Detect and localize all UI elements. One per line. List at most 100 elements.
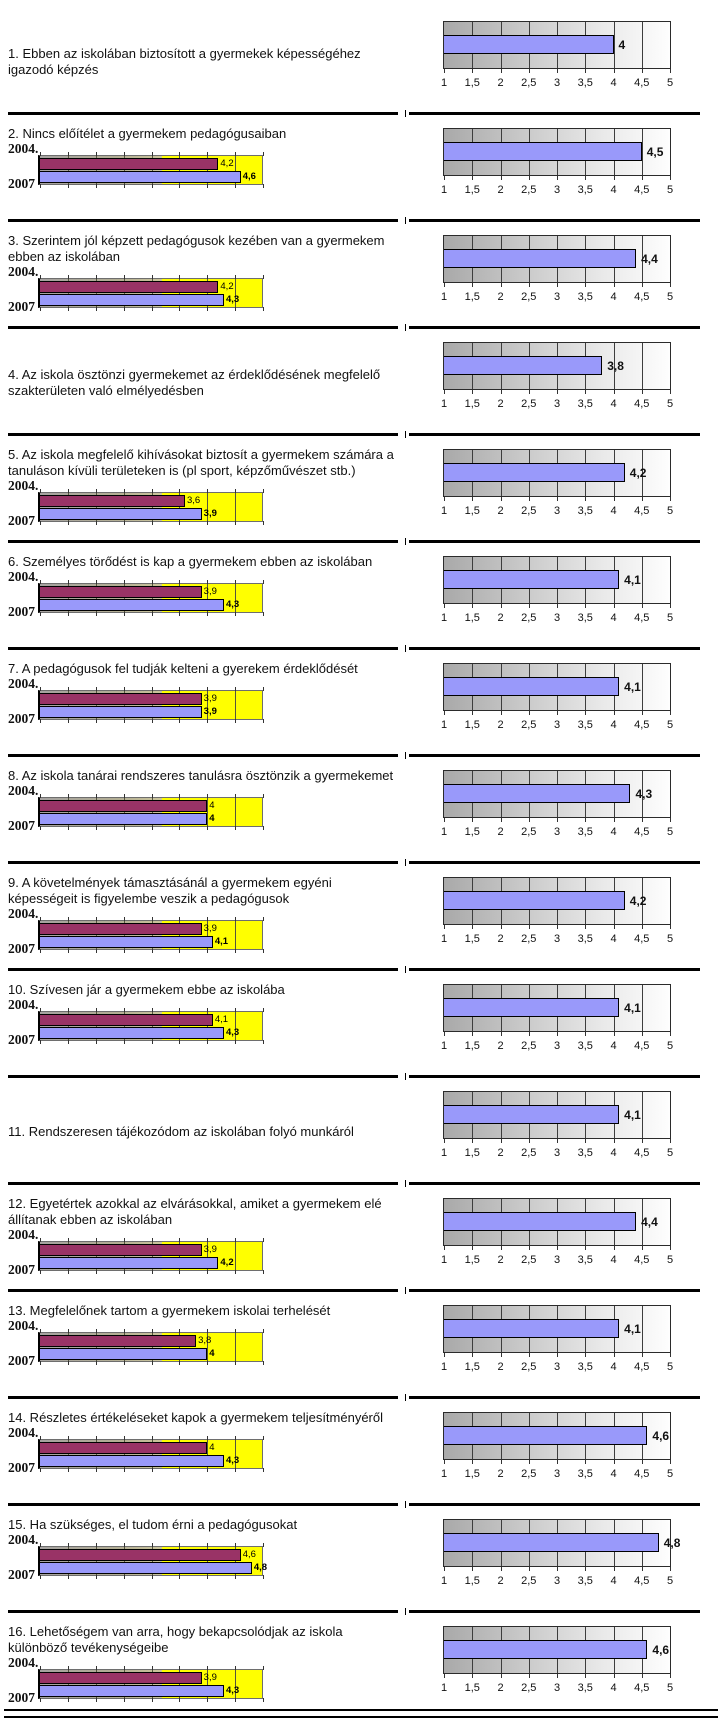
axis-labels: 1 1,5 2 2,5 3 3,5 4 4,5 5 [441, 1468, 683, 1481]
axis-tick [179, 307, 181, 311]
divider-tick [405, 217, 406, 224]
gridline [207, 1333, 209, 1361]
axis-tick [500, 69, 502, 73]
year-2007-label: 2007 [8, 299, 35, 314]
rating-chart: 4,6 1 1,5 2 2,5 3 3,5 4 4,5 5 [441, 1412, 713, 1481]
row-divider [0, 217, 724, 224]
axis-tick [444, 711, 445, 715]
axis-ticks [443, 604, 671, 608]
axis-tick [472, 1353, 474, 1357]
rating-chart: 4,3 1 1,5 2 2,5 3 3,5 4 4,5 5 [441, 770, 713, 839]
axis-tick [67, 307, 69, 311]
gridline [123, 921, 125, 949]
axis-tick [263, 1436, 264, 1440]
axis-tick-label: 3 [553, 505, 561, 517]
axis-tick [123, 949, 125, 953]
axis-tick [151, 1238, 153, 1242]
axis-tick [670, 390, 671, 394]
divider-left-segment [8, 219, 398, 222]
axis-tick-label: 4,5 [634, 184, 650, 196]
axis-tick-label: 3 [553, 826, 561, 838]
axis-tick [123, 1666, 125, 1670]
axis-tick [151, 794, 153, 798]
gridline [235, 1012, 237, 1040]
bar-2004 [40, 158, 219, 170]
row-divider [0, 431, 724, 438]
gridline [95, 584, 97, 612]
axis-tick [179, 580, 181, 584]
axis-tick [444, 604, 445, 608]
axis-tick [500, 604, 502, 608]
axis-tick [179, 1040, 181, 1044]
axis-tick-label: 4 [610, 184, 617, 196]
mini-comparison-chart: 2004. 2007 4,2 4,6 [8, 142, 400, 191]
axis-tick [123, 1543, 125, 1547]
gridline [67, 584, 69, 612]
gridline [235, 1333, 237, 1361]
bar-2004 [40, 1335, 197, 1347]
bar-2007 [40, 1027, 224, 1039]
value-2004-label: 3,8 [198, 1335, 212, 1346]
mini-plot-area: 4 4,3 [38, 1436, 264, 1472]
gridline [641, 343, 643, 389]
gridline [207, 1670, 209, 1698]
axis-tick [179, 489, 181, 493]
question-cell: 15. Ha szükséges, el tudom érni a pedagó… [8, 1506, 400, 1613]
axis-tick [613, 1032, 615, 1036]
axis-tick [95, 1329, 97, 1333]
axis-tick-label: 5 [666, 1040, 674, 1052]
axis-tick-label: 5 [666, 1468, 674, 1480]
axis-tick [40, 1666, 41, 1670]
bar-2004 [40, 1442, 208, 1454]
rating-chart: 4,5 1 1,5 2 2,5 3 3,5 4 4,5 5 [441, 128, 713, 197]
axis-tick [67, 1575, 69, 1579]
axis-tick-label: 3 [553, 291, 561, 303]
axis-tick [95, 794, 97, 798]
axis-tick [444, 1674, 445, 1678]
mini-comparison-chart: 2004. 2007 4,2 4,3 [8, 265, 400, 314]
axis-tick-label: 1,5 [464, 77, 480, 89]
survey-item-row: 4. Az iskola ösztönzi gyermekemet az érd… [0, 329, 724, 438]
gridline [207, 279, 209, 307]
axis-tick [235, 1666, 237, 1670]
question-cell: 14. Részletes értékeléseket kapok a gyer… [8, 1399, 400, 1506]
gridline [179, 493, 181, 521]
axis-tick-label: 1,5 [464, 1682, 480, 1694]
axis-tick [151, 1666, 153, 1670]
axis-tick [670, 1246, 671, 1250]
axis-tick [123, 794, 125, 798]
axis-tick [151, 521, 153, 525]
axis-tick [444, 390, 445, 394]
year-2004-label: 2004. [8, 1227, 39, 1242]
axis-tick [207, 1666, 209, 1670]
year-2004-label: 2004. [8, 478, 39, 493]
gridline [179, 279, 181, 307]
gridline [235, 584, 237, 612]
question-cell: 16. Lehetőségem van arra, hogy bekapcsol… [8, 1613, 400, 1720]
axis-tick [528, 1139, 530, 1143]
axis-ticks [443, 283, 671, 287]
plot-area: 3,8 [443, 342, 671, 390]
axis-tick [472, 390, 474, 394]
axis-tick-label: 1 [440, 1575, 448, 1587]
axis-tick [444, 925, 445, 929]
gridline [123, 1670, 125, 1698]
bar-2004 [40, 281, 219, 293]
gridline [151, 493, 153, 521]
axis-tick [67, 1270, 69, 1274]
axis-tick [123, 1698, 125, 1702]
axis-tick [557, 283, 558, 287]
gridline [235, 691, 237, 719]
axis-tick [557, 497, 558, 501]
axis-tick [123, 719, 125, 723]
axis-tick [207, 580, 209, 584]
axis-tick [235, 612, 237, 616]
axis-tick [179, 152, 181, 156]
axis-tick [40, 307, 41, 311]
axis-ticks [443, 711, 671, 715]
axis-ticks [443, 925, 671, 929]
axis-tick [557, 1460, 558, 1464]
question-cell: 4. Az iskola ösztönzi gyermekemet az érd… [8, 329, 400, 436]
axis-tick [472, 1460, 474, 1464]
axis-tick [151, 1040, 153, 1044]
